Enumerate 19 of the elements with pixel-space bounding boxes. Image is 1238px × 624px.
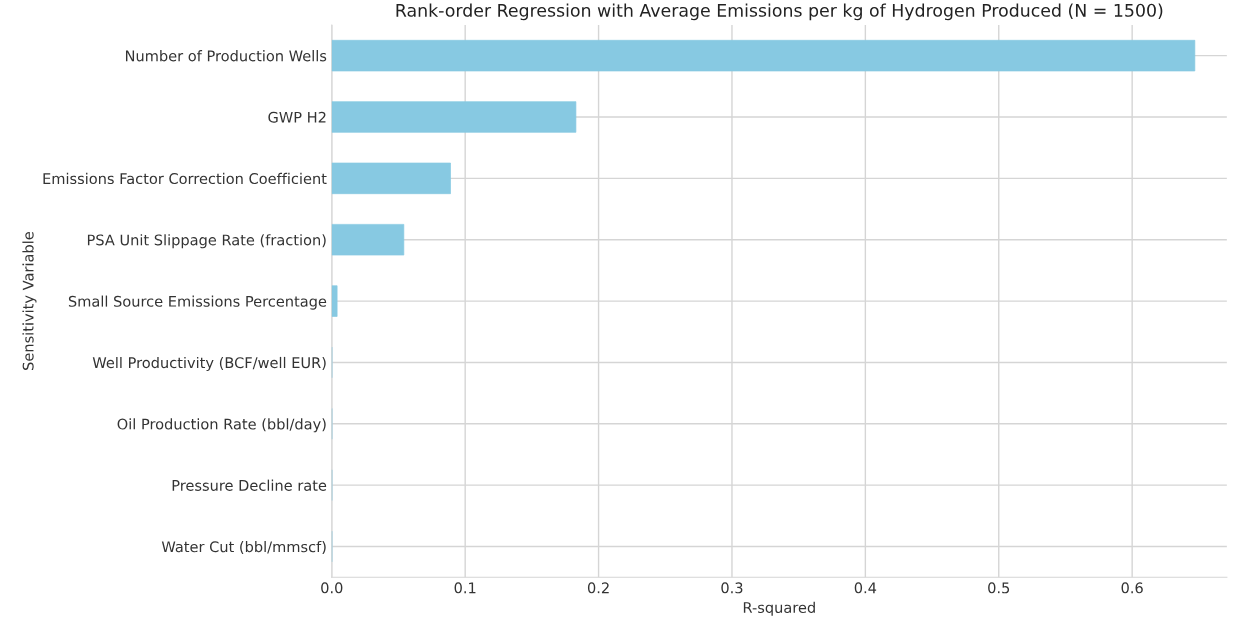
y-tick-label: GWP H2	[268, 111, 326, 123]
y-tick-label: Small Source Emissions Percentage	[68, 295, 327, 310]
y-tick-label: Emissions Factor Correction Coefficient	[43, 172, 327, 185]
x-tick-label: 0.0	[321, 582, 343, 594]
y-tick-label: PSA Unit Slippage Rate (fraction)	[87, 234, 326, 249]
x-tick-label: 0.3	[721, 582, 743, 594]
y-tick-label: Pressure Decline rate	[172, 479, 327, 491]
x-axis-title: R-squared	[743, 601, 815, 616]
y-tick-label: Number of Production Wells	[125, 50, 327, 62]
x-tick-label: 0.1	[454, 582, 476, 594]
x-tick-label: 0.2	[587, 582, 609, 594]
x-tick-label: 0.6	[1121, 582, 1143, 594]
y-tick-label: Well Productivity (BCF/well EUR)	[92, 356, 326, 372]
x-tick-label: 0.5	[988, 582, 1010, 594]
y-axis-title: Sensitivity Variable	[22, 232, 37, 370]
y-tick-label: Oil Production Rate (bbl/day)	[117, 418, 326, 433]
x-tick-label: 0.4	[854, 582, 877, 594]
chart-title: Rank-order Regression with Average Emissions per kg of Hydrogen Produced (N = 1500)	[396, 3, 1163, 21]
y-tick-label: Water Cut (bbl/mmscf)	[161, 540, 326, 554]
